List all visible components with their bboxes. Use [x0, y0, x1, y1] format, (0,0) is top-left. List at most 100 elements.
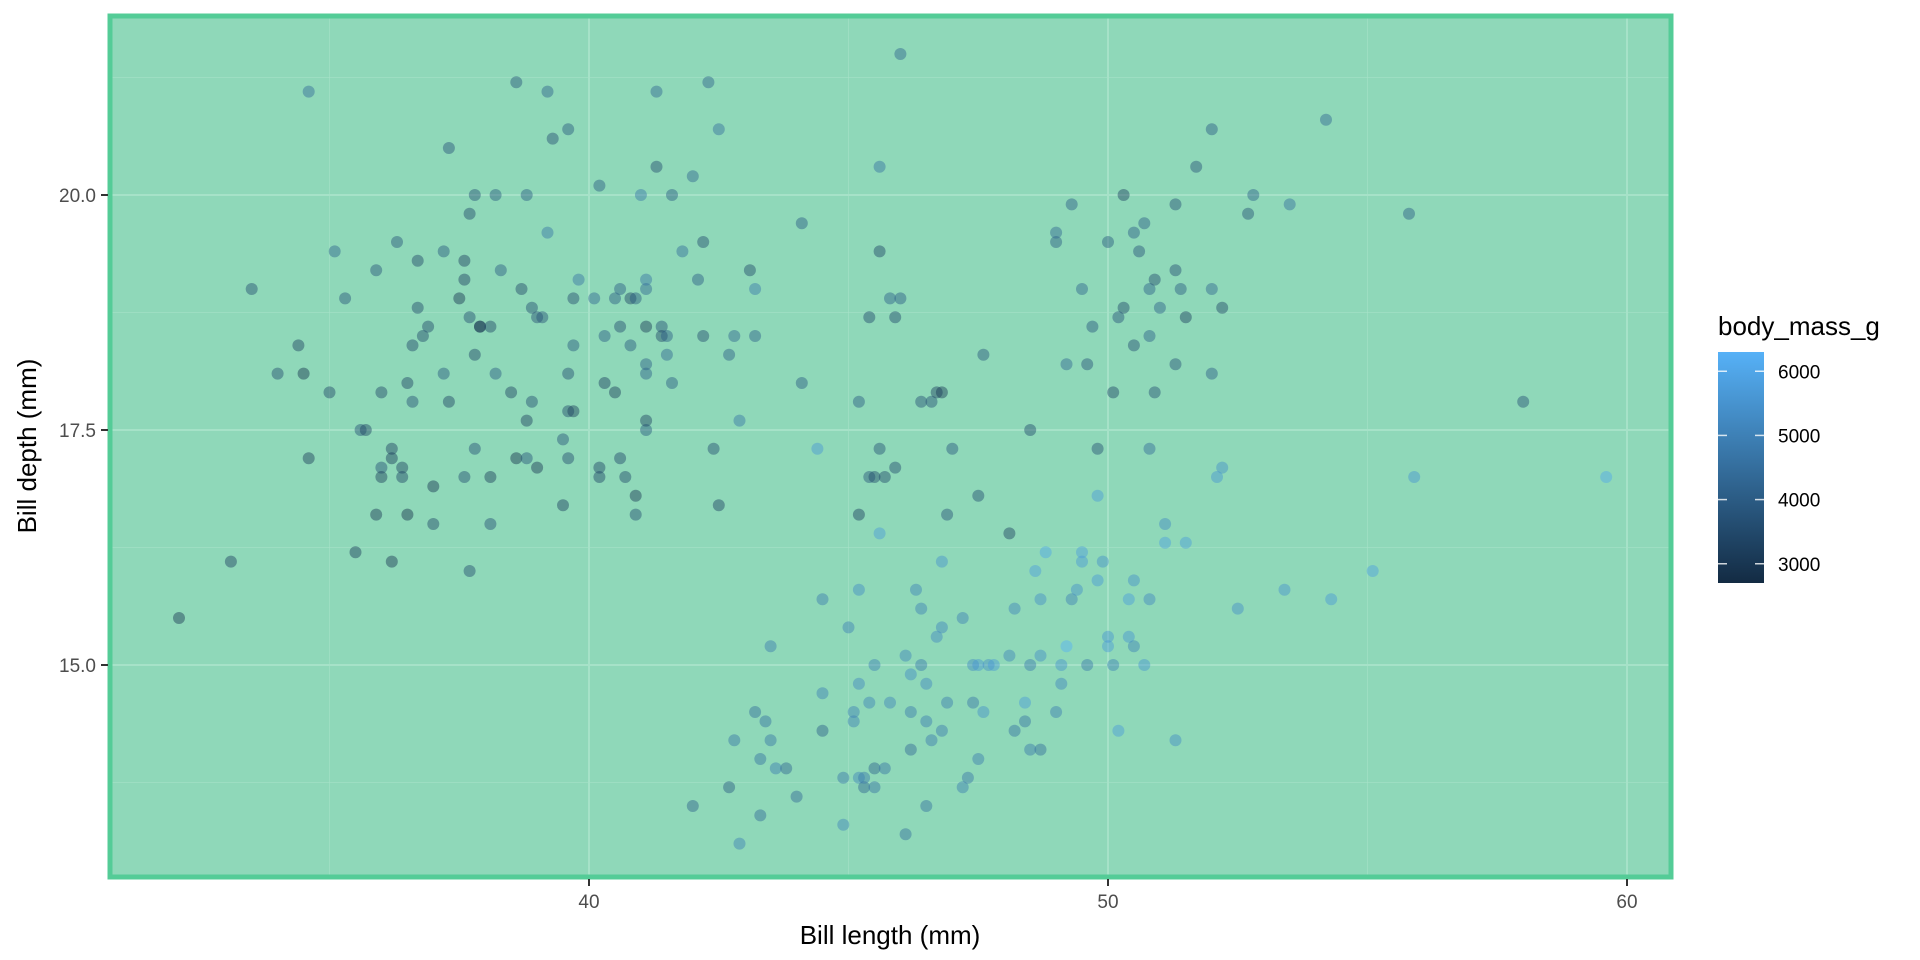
data-point: [463, 311, 476, 324]
data-point: [328, 245, 341, 258]
data-point: [935, 724, 948, 737]
data-point: [650, 160, 663, 173]
y-axis-title: Bill depth (mm): [12, 359, 42, 534]
data-point: [686, 170, 699, 183]
legend-title: body_mass_g: [1718, 311, 1880, 341]
data-point: [562, 123, 575, 136]
data-point: [624, 339, 637, 352]
data-point: [1366, 565, 1379, 577]
data-point: [437, 245, 450, 258]
data-point: [468, 442, 481, 455]
data-point: [391, 236, 403, 248]
data-point: [1190, 160, 1203, 173]
data-point: [847, 706, 860, 718]
data-point: [660, 348, 673, 361]
data-point: [515, 283, 528, 295]
data-point: [1159, 518, 1172, 530]
data-point: [1122, 593, 1135, 606]
data-point: [292, 339, 305, 352]
data-point: [1242, 207, 1255, 220]
data-point: [920, 715, 933, 728]
data-point: [697, 236, 710, 248]
data-point: [359, 424, 372, 436]
data-point: [224, 555, 237, 568]
data-point: [510, 452, 523, 465]
data-point: [743, 264, 756, 277]
data-point: [396, 471, 409, 483]
data-point: [422, 320, 435, 333]
colorbar: [1718, 352, 1764, 583]
data-point: [1231, 602, 1244, 615]
data-point: [852, 771, 865, 784]
data-point: [702, 76, 715, 89]
data-point: [941, 508, 954, 521]
colorbar-ticks: 3000 4000 5000 6000: [1718, 362, 1820, 576]
data-point: [935, 386, 948, 399]
data-point: [972, 489, 985, 502]
data-point: [463, 565, 476, 577]
data-point: [1169, 734, 1182, 747]
data-point: [1517, 395, 1530, 408]
data-point: [816, 724, 829, 737]
data-point: [868, 762, 881, 775]
data-point: [1096, 555, 1109, 568]
data-point: [676, 245, 689, 258]
data-point: [733, 837, 746, 850]
data-point: [520, 189, 533, 201]
data-point: [847, 715, 860, 728]
data-point: [873, 160, 886, 173]
data-point: [593, 179, 606, 192]
data-point: [1065, 593, 1078, 606]
data-point: [852, 677, 865, 690]
data-point: [271, 367, 284, 380]
data-point: [1050, 236, 1063, 248]
y-tick-label: 17.5: [59, 421, 96, 442]
data-point: [474, 320, 486, 333]
data-point: [1179, 536, 1192, 549]
data-point: [375, 471, 388, 483]
data-point: [858, 781, 871, 794]
data-point: [868, 781, 881, 794]
data-point: [484, 320, 497, 333]
data-point: [354, 424, 367, 436]
data-point: [525, 395, 538, 408]
data-point: [1034, 743, 1047, 756]
data-point: [567, 405, 580, 418]
data-point: [769, 762, 782, 775]
y-tick-label: 20.0: [59, 186, 96, 207]
data-point: [852, 508, 865, 521]
data-point: [723, 781, 736, 794]
data-point: [302, 452, 315, 465]
data-point: [1153, 301, 1166, 314]
data-point: [339, 292, 352, 305]
data-point: [406, 395, 419, 408]
data-point: [375, 461, 388, 474]
data-point: [572, 273, 585, 286]
data-point: [1179, 311, 1192, 324]
data-point: [1143, 283, 1156, 295]
data-point: [510, 76, 523, 89]
data-point: [780, 762, 793, 775]
data-point: [878, 762, 891, 775]
x-axis: 40 50 60: [578, 879, 1638, 913]
data-point: [894, 292, 907, 305]
data-point: [977, 706, 990, 718]
data-point: [442, 395, 455, 408]
data-point: [1091, 489, 1104, 502]
data-point: [712, 123, 725, 136]
data-point: [1091, 442, 1104, 455]
data-point: [863, 471, 876, 483]
data-point: [411, 301, 424, 314]
data-point: [1211, 471, 1223, 483]
data-point: [634, 189, 647, 201]
data-point: [370, 508, 383, 521]
data-point: [733, 414, 746, 427]
data-point: [531, 311, 544, 324]
color-legend: body_mass_g 3000 4000 5000 6000: [1718, 311, 1880, 583]
data-point: [873, 442, 886, 455]
y-axis: 15.0 17.5 20.0: [59, 186, 108, 677]
data-point: [956, 781, 969, 794]
data-point: [1081, 659, 1094, 671]
data-point: [1143, 330, 1156, 342]
